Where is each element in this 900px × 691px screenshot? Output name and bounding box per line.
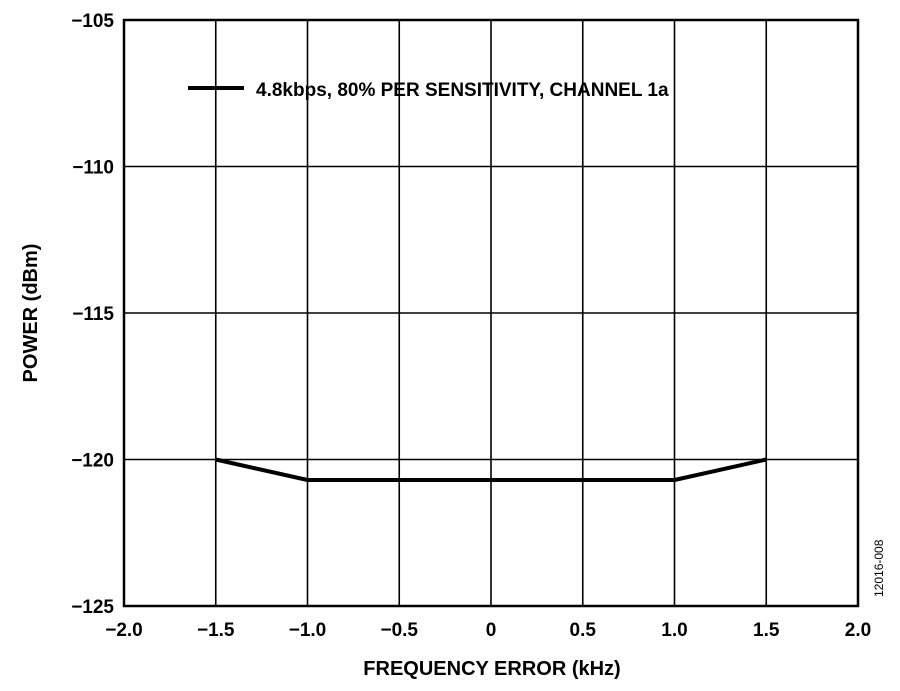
grid-lines [123,19,859,607]
series-0-point-4 [582,479,584,481]
x-tick-label-6: 1.0 [661,620,687,641]
figure-id: 12016-008 [872,539,886,597]
series-0-point-5 [674,479,675,481]
x-tick-label-3: −0.5 [380,620,418,641]
legend: 4.8kbps, 80% PER SENSITIVITY, CHANNEL 1a [188,80,669,101]
y-tick-label-0: −125 [71,597,114,618]
series-0-point-1 [307,479,308,481]
y-tick-labels: −125 −120 −115 −110 −105 [71,11,114,618]
x-tick-label-0: −2.0 [105,620,143,641]
x-tick-label-1: −1.5 [197,620,235,641]
x-tick-label-8: 2.0 [845,620,871,641]
series-0-point-2 [398,479,400,481]
plot-frame [122,18,860,608]
series-0-point-0 [215,459,217,460]
x-tick-label-4: 0 [486,620,497,641]
y-tick-label-2: −115 [72,304,114,325]
y-tick-label-4: −105 [71,11,114,32]
x-tick-label-2: −1.0 [289,620,327,641]
y-tick-label-3: −110 [72,158,114,179]
y-axis-label: POWER (dBm) [20,244,42,383]
legend-label: 4.8kbps, 80% PER SENSITIVITY, CHANNEL 1a [256,80,669,101]
x-tick-labels: −2.0 −1.5 −1.0 −0.5 0 0.5 1.0 1.5 2.0 [105,620,871,641]
y-tick-label-1: −120 [71,451,114,472]
x-tick-label-7: 1.5 [753,620,780,641]
x-axis-label: FREQUENCY ERROR (kHz) [363,658,620,680]
series-0-point-6 [765,459,767,460]
series-0-point-3 [490,479,492,481]
series-lines [215,457,767,482]
x-tick-label-5: 0.5 [570,620,597,641]
